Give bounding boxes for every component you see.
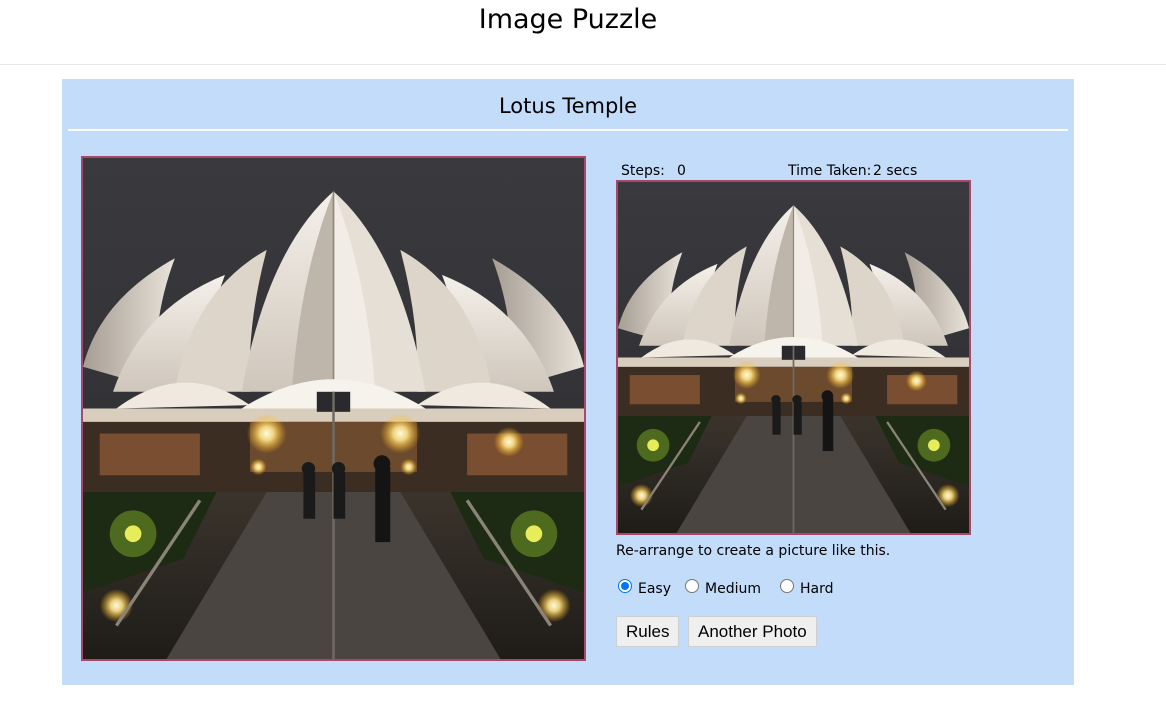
level-hard[interactable]: Hard bbox=[780, 577, 834, 601]
another-photo-button[interactable]: Another Photo bbox=[688, 616, 817, 647]
puzzle-tile[interactable] bbox=[250, 325, 417, 492]
radio-hard[interactable] bbox=[780, 579, 794, 593]
puzzle-tile-image bbox=[250, 325, 417, 492]
title-divider bbox=[68, 129, 1068, 131]
radio-easy[interactable] bbox=[618, 579, 632, 593]
puzzle-tile[interactable] bbox=[250, 492, 417, 659]
steps-label: Steps: bbox=[621, 163, 665, 179]
puzzle-tile-image bbox=[417, 492, 584, 659]
rules-button[interactable]: Rules bbox=[616, 616, 680, 647]
radio-medium[interactable] bbox=[685, 579, 699, 593]
lotus-temple-picture bbox=[616, 180, 971, 535]
puzzle-tile[interactable] bbox=[417, 492, 584, 659]
puzzle-title: Lotus Temple bbox=[498, 94, 638, 118]
level-medium-label: Medium bbox=[705, 581, 761, 597]
instruction-text: Re-arrange to create a picture like this… bbox=[616, 543, 891, 559]
level-medium[interactable]: Medium bbox=[685, 577, 761, 601]
puzzle-tile-image bbox=[83, 158, 250, 325]
puzzle-board bbox=[81, 156, 586, 661]
steps-value: 0 bbox=[677, 163, 686, 179]
time-label: Time Taken: bbox=[788, 163, 872, 179]
level-easy-label: Easy bbox=[638, 581, 672, 597]
stats-bar: Steps: 0 Time Taken: 2 secs bbox=[621, 161, 981, 181]
puzzle-tile-image bbox=[250, 492, 417, 659]
puzzle-tile[interactable] bbox=[83, 325, 250, 492]
level-hard-label: Hard bbox=[800, 581, 834, 597]
puzzle-tile[interactable] bbox=[417, 325, 584, 492]
puzzle-tile-image bbox=[417, 325, 584, 492]
puzzle-tile-image bbox=[250, 158, 417, 325]
top-bar: Image Puzzle bbox=[0, 0, 1166, 65]
puzzle-tile-image bbox=[83, 492, 250, 659]
puzzle-tile[interactable] bbox=[250, 158, 417, 325]
reference-image bbox=[616, 180, 971, 535]
puzzle-tile-image bbox=[417, 158, 584, 325]
level-easy[interactable]: Easy bbox=[618, 577, 671, 601]
puzzle-tile-image bbox=[83, 325, 250, 492]
time-value: 2 secs bbox=[873, 163, 918, 179]
puzzle-tile[interactable] bbox=[417, 158, 584, 325]
puzzle-panel: Lotus Temple Steps: 0 Time Taken: 2 secs… bbox=[62, 79, 1074, 685]
puzzle-tile[interactable] bbox=[83, 158, 250, 325]
puzzle-tile[interactable] bbox=[83, 492, 250, 659]
page-title: Image Puzzle bbox=[478, 4, 658, 35]
